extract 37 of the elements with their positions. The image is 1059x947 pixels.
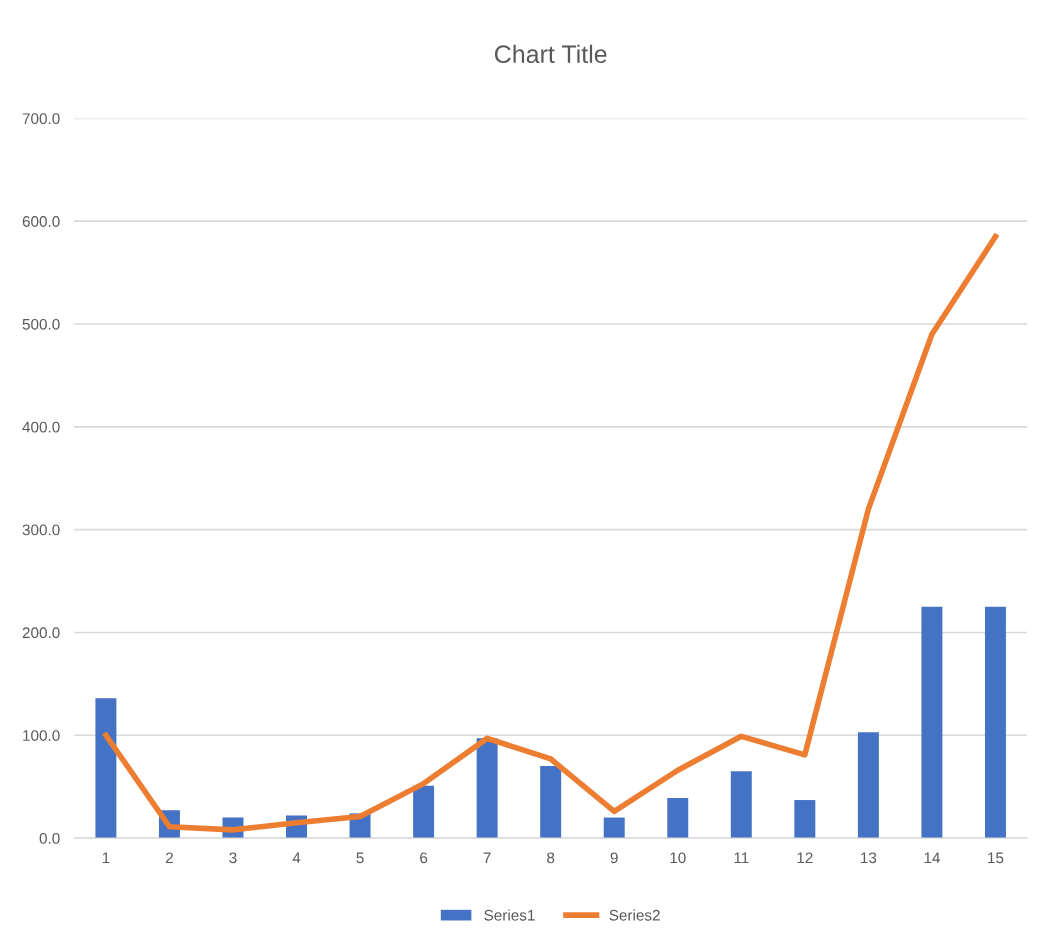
bar <box>603 817 625 839</box>
bar <box>730 771 752 839</box>
y-tick-label: 600.0 <box>22 216 60 227</box>
bar <box>857 732 879 839</box>
x-tick-label: 9 <box>610 852 618 864</box>
bar <box>984 606 1006 839</box>
x-tick-label: 3 <box>229 852 237 864</box>
y-tick-label: 400.0 <box>22 421 60 433</box>
x-tick-label: 1 <box>102 852 110 864</box>
y-tick-label: 300.0 <box>22 524 60 536</box>
y-tick-label: 500.0 <box>22 318 60 330</box>
bar <box>667 798 689 839</box>
x-tick-label: 4 <box>292 852 301 864</box>
y-tick-label: 200.0 <box>22 627 60 639</box>
bar <box>95 698 117 839</box>
x-tick-label: 7 <box>483 852 491 864</box>
x-tick-label: 8 <box>547 852 555 864</box>
bar <box>540 766 562 839</box>
bar <box>476 738 498 839</box>
y-tick-label: 700.0 <box>22 113 60 125</box>
x-tick-label: 11 <box>734 852 749 864</box>
x-tick-label: 14 <box>924 852 940 864</box>
x-tick-label: 2 <box>165 852 173 864</box>
bar <box>413 785 435 839</box>
y-tick-label: 0.0 <box>39 832 60 844</box>
y-tick-label: 100.0 <box>23 730 60 741</box>
chart-title: Chart Title <box>494 44 607 64</box>
x-tick-label: 12 <box>797 852 813 864</box>
bar <box>794 800 816 839</box>
x-tick-label: 6 <box>420 852 428 864</box>
x-tick-label: 5 <box>356 852 364 864</box>
legend-label: Series1 <box>484 909 535 921</box>
legend-label: Series2 <box>609 909 660 921</box>
bar <box>921 606 943 839</box>
x-tick-label: 10 <box>670 852 686 864</box>
x-tick-label: 13 <box>861 852 877 864</box>
x-tick-label: 15 <box>988 852 1004 864</box>
